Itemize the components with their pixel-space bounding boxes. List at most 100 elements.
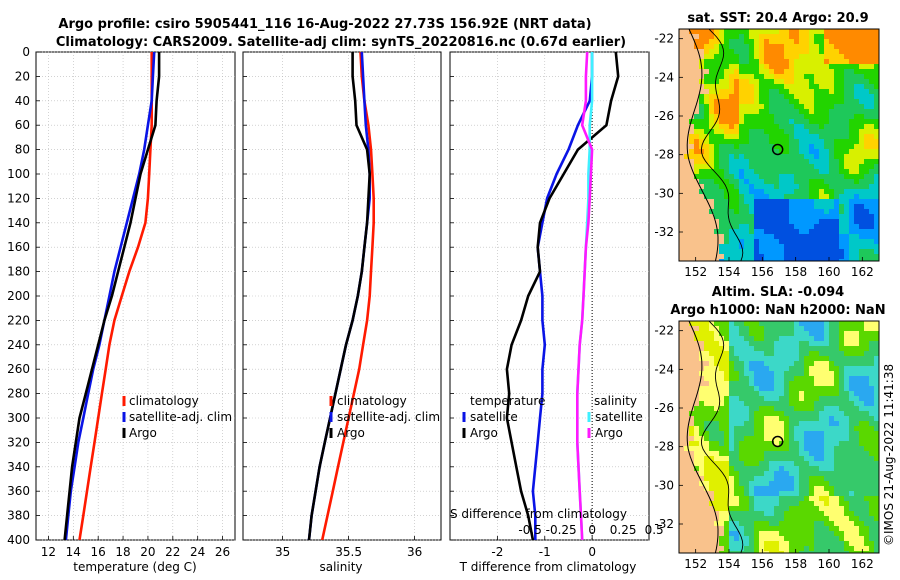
map-cell (854, 471, 859, 476)
map-cell (714, 159, 719, 164)
map-cell (874, 531, 879, 536)
map-cell (794, 411, 799, 416)
map-cell (804, 511, 809, 516)
map-cell (749, 209, 754, 214)
map-cell (684, 466, 689, 471)
map-cell (829, 254, 834, 259)
map-cell (779, 376, 784, 381)
map-cell (799, 381, 804, 386)
map-cell (729, 466, 734, 471)
map-cell (854, 486, 859, 491)
map-cell (809, 461, 814, 466)
map-cell (844, 129, 849, 134)
map-cell (779, 521, 784, 526)
map-cell (734, 341, 739, 346)
map-cell (714, 521, 719, 526)
map-cell (729, 376, 734, 381)
map-cell (719, 521, 724, 526)
map-cell (809, 149, 814, 154)
map-cell (679, 451, 684, 456)
map-cell (809, 119, 814, 124)
map-cell (689, 219, 694, 224)
map-cell (804, 396, 809, 401)
map-cell (859, 204, 864, 209)
map-cell (689, 441, 694, 446)
map-cell (814, 139, 819, 144)
map-cell (744, 431, 749, 436)
map-cell (784, 54, 789, 59)
map-cell (874, 386, 879, 391)
map-cell (854, 114, 859, 119)
map-cell (739, 326, 744, 331)
map-cell (799, 164, 804, 169)
map-cell (749, 336, 754, 341)
map-cell (869, 501, 874, 506)
map-cell (749, 139, 754, 144)
map-cell (869, 496, 874, 501)
map-cell (799, 376, 804, 381)
map-cell (689, 179, 694, 184)
map-cell (804, 209, 809, 214)
map-cell (689, 209, 694, 214)
map-cell (844, 199, 849, 204)
map-cell (779, 59, 784, 64)
map-cell (819, 366, 824, 371)
map-cell (759, 396, 764, 401)
map-cell (779, 244, 784, 249)
map-cell (784, 481, 789, 486)
map-cell (729, 461, 734, 466)
map-cell (719, 144, 724, 149)
map-cell (794, 421, 799, 426)
map-cell (834, 366, 839, 371)
map-cell (864, 456, 869, 461)
map-cell (709, 451, 714, 456)
map-cell (754, 431, 759, 436)
map-cell (769, 331, 774, 336)
map-cell (754, 159, 759, 164)
map-cell (814, 144, 819, 149)
map-cell (694, 466, 699, 471)
map-cell (804, 69, 809, 74)
map-cell (704, 521, 709, 526)
map-cell (809, 351, 814, 356)
map-cell (769, 456, 774, 461)
map-cell (874, 244, 879, 249)
map-cell (839, 174, 844, 179)
map-cell (719, 219, 724, 224)
map-cell (734, 481, 739, 486)
map-cell (819, 336, 824, 341)
map-cell (784, 69, 789, 74)
map-cell (854, 159, 859, 164)
map-cell (829, 436, 834, 441)
map-cell (829, 401, 834, 406)
map-cell (784, 194, 789, 199)
map-cell (829, 501, 834, 506)
map-cell (824, 54, 829, 59)
map-cell (739, 331, 744, 336)
map-cell (684, 326, 689, 331)
map-cell (794, 376, 799, 381)
map-cell (719, 441, 724, 446)
depth-tick-label: 200 (7, 289, 30, 303)
map-cell (724, 441, 729, 446)
map-cell (849, 461, 854, 466)
map-cell (714, 336, 719, 341)
map-cell (799, 411, 804, 416)
map-cell (699, 521, 704, 526)
map-cell (839, 466, 844, 471)
map-cell (864, 521, 869, 526)
map-cell (859, 551, 864, 553)
map-cell (784, 551, 789, 553)
map-cell (869, 69, 874, 74)
map-cell (829, 149, 834, 154)
map-cell (704, 331, 709, 336)
map-cell (719, 516, 724, 521)
map-cell (809, 426, 814, 431)
map-cell (864, 426, 869, 431)
map-cell (729, 229, 734, 234)
map-cell (864, 516, 869, 521)
map-cell (799, 336, 804, 341)
map-cell (779, 536, 784, 541)
map-cell (679, 546, 684, 551)
map-cell (704, 159, 709, 164)
